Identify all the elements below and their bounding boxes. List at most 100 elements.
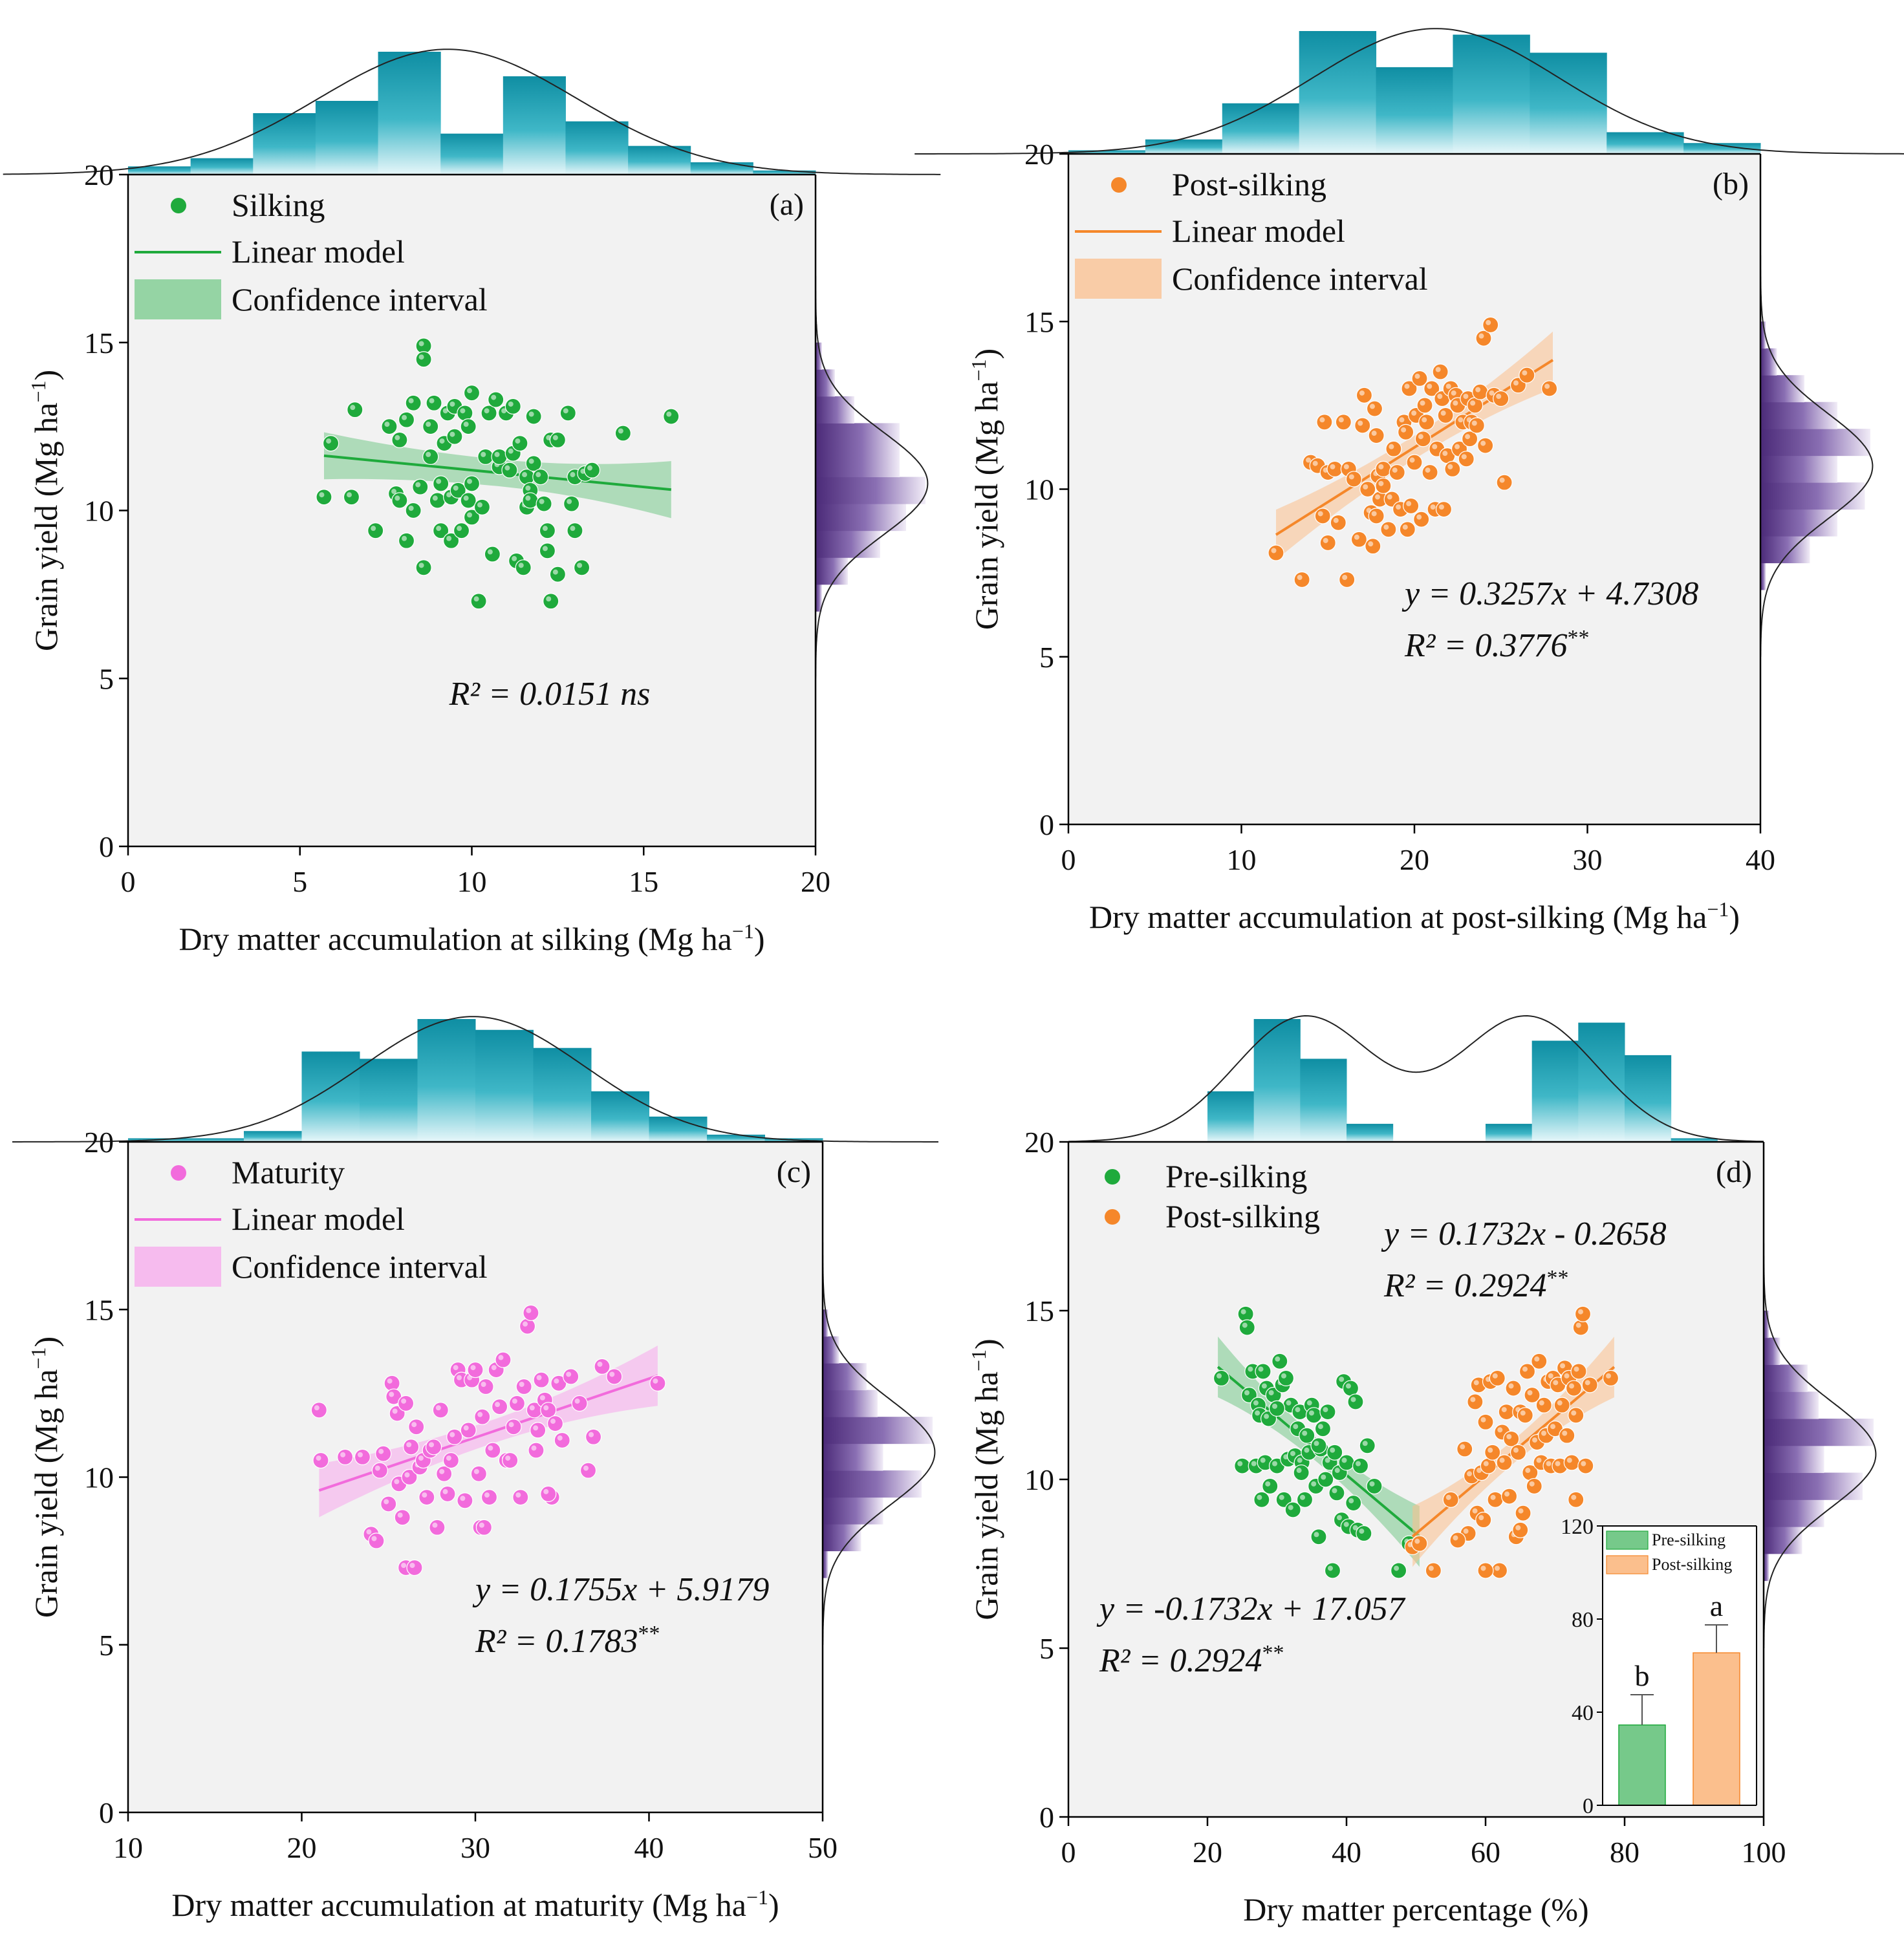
series-pre-silking: [1213, 1305, 1428, 1579]
point-highlight: [1495, 1565, 1500, 1571]
top-hist-bar: [649, 1116, 708, 1142]
right-hist-bar: [816, 449, 900, 478]
point-highlight: [1341, 1457, 1347, 1463]
data-point: [1449, 1532, 1466, 1549]
point-highlight: [552, 435, 558, 440]
point-highlight: [1378, 464, 1384, 469]
data-point: [474, 1408, 491, 1425]
point-highlight: [1506, 1433, 1512, 1439]
top-hist-bar: [1376, 67, 1453, 154]
point-highlight: [1529, 1481, 1535, 1487]
point-highlight: [350, 405, 356, 411]
top-hist-bar: [1222, 103, 1300, 154]
point-highlight: [1513, 1447, 1519, 1453]
data-point: [1425, 1562, 1442, 1579]
data-point: [1456, 1441, 1473, 1457]
point-highlight: [1271, 548, 1277, 553]
top-hist-bar: [360, 1058, 418, 1142]
point-highlight: [1306, 1400, 1312, 1406]
point-highlight: [1295, 1407, 1301, 1413]
data-point: [1568, 1407, 1585, 1424]
point-highlight: [1275, 1356, 1281, 1362]
top-hist-bar: [475, 1029, 534, 1142]
x-tick-label: 100: [1742, 1836, 1786, 1869]
point-highlight: [1486, 319, 1491, 325]
data-point: [1480, 1457, 1497, 1474]
point-highlight: [402, 535, 407, 541]
point-highlight: [401, 1562, 407, 1568]
point-highlight: [426, 422, 431, 427]
point-highlight: [371, 1536, 377, 1541]
point-highlight: [371, 526, 376, 531]
data-point: [1356, 387, 1373, 403]
point-highlight: [470, 1365, 476, 1371]
point-highlight: [467, 388, 472, 394]
panel-label: (d): [1716, 1155, 1752, 1189]
point-highlight: [1508, 1383, 1514, 1389]
x-axis-title: Dry matter accumulation at silking (Mg h…: [178, 919, 764, 957]
top-histogram: [1068, 1015, 1764, 1143]
inset-legend-label: Pre-silking: [1652, 1530, 1726, 1549]
point-highlight: [1470, 1397, 1476, 1402]
point-highlight: [1522, 1366, 1528, 1372]
point-highlight: [481, 1382, 486, 1388]
point-highlight: [1323, 1407, 1328, 1413]
legend-point-label: Silking: [232, 187, 325, 223]
data-point: [460, 1422, 477, 1439]
right-hist-bar: [1760, 509, 1837, 537]
point-highlight: [439, 1468, 445, 1474]
right-hist-bar: [1760, 455, 1837, 483]
point-highlight: [418, 354, 424, 360]
y-tick-label: 15: [1024, 1294, 1054, 1327]
data-point: [540, 1485, 557, 1503]
data-point: [1565, 1380, 1583, 1397]
point-highlight: [526, 1307, 532, 1313]
data-point: [439, 1485, 456, 1503]
x-tick-label: 40: [634, 1831, 664, 1864]
data-point: [573, 559, 590, 576]
point-highlight: [574, 1398, 580, 1404]
data-point: [1411, 1535, 1428, 1552]
y-tick-label: 10: [84, 495, 114, 528]
top-hist-bar: [628, 145, 691, 175]
point-highlight: [1339, 1377, 1345, 1382]
series-silking: [316, 338, 680, 610]
point-highlight: [1311, 1481, 1317, 1487]
point-highlight: [439, 438, 445, 444]
point-highlight: [395, 435, 400, 440]
fit-line: [1275, 359, 1554, 536]
point-highlight: [525, 485, 531, 491]
x-axis-title: Dry matter accumulation at post-silking …: [1089, 897, 1740, 935]
point-highlight: [1362, 1441, 1368, 1446]
point-highlight: [316, 1455, 321, 1461]
point-highlight: [1471, 420, 1477, 426]
data-point: [491, 1399, 508, 1415]
top-hist-bar: [315, 101, 379, 175]
point-highlight: [1272, 1461, 1277, 1466]
point-highlight: [1564, 1373, 1570, 1379]
point-highlight: [552, 569, 558, 575]
point-highlight: [1240, 1309, 1246, 1315]
x-tick-label: 20: [287, 1831, 317, 1864]
data-point: [394, 1509, 411, 1526]
inset-y-tick-label: 0: [1583, 1794, 1594, 1818]
series-post-silking: [1404, 1305, 1619, 1579]
top-hist-bar: [690, 162, 753, 175]
right-hist-bar: [1764, 1472, 1863, 1500]
data-point: [1347, 1393, 1364, 1410]
point-highlight: [528, 411, 534, 417]
panel-b: 0 10 20 30 40 0 5 10 15 20 Dry matter accumulation…: [914, 28, 1904, 935]
regression-equation: y = 0.1755x + 5.9179: [472, 1571, 769, 1608]
x-axis-title-sup: −1: [746, 1885, 768, 1909]
point-highlight: [1306, 457, 1311, 463]
point-highlight: [522, 472, 528, 478]
panel-label: (a): [770, 188, 804, 222]
data-point: [425, 1439, 442, 1455]
right-histogram: [822, 1242, 936, 1645]
y-axis-title: Grain yield (Mg ha−1): [967, 1338, 1004, 1620]
point-highlight: [504, 465, 510, 471]
point-highlight: [1560, 1363, 1566, 1369]
top-density-curve: [914, 28, 1904, 155]
top-hist-bar: [1145, 139, 1223, 154]
panel-c: 10 20 30 40 50 0 5 10 15 20 Dry matter accumulatio…: [12, 1016, 938, 1923]
